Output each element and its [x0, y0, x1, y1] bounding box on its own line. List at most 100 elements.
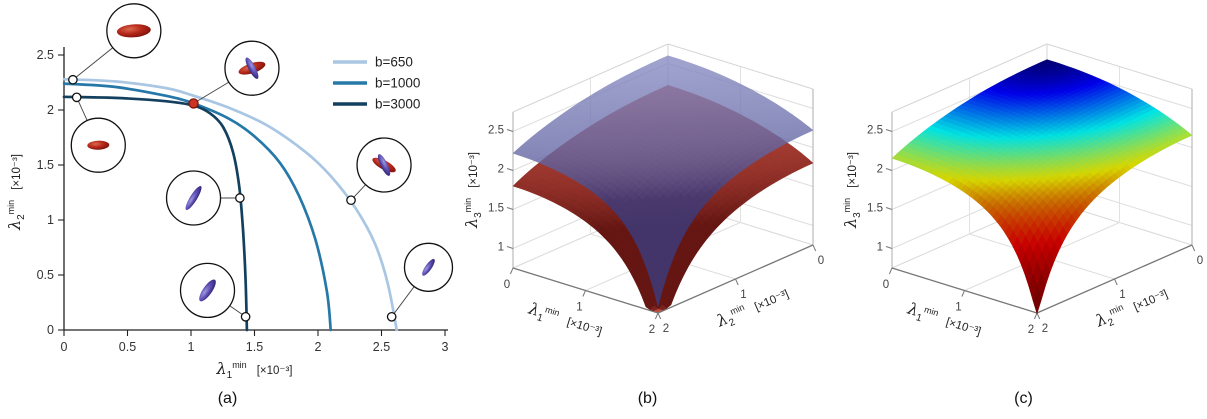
- caption-c: (c): [1014, 390, 1033, 407]
- x-tick-label: 1: [955, 302, 961, 314]
- x-tick-label: 2.5: [373, 340, 390, 354]
- inset-ellipsoid: [70, 117, 126, 173]
- x-tick-label: 0.5: [119, 340, 136, 354]
- x-tick: [1033, 312, 1038, 320]
- surface-jet-surface: [891, 59, 1193, 315]
- y-tick-label: 1: [740, 289, 746, 301]
- z-tick: [885, 207, 893, 210]
- z-tick: [506, 246, 514, 249]
- y-tick-label: 0: [1197, 255, 1203, 267]
- y-tick-label: 2: [663, 323, 669, 335]
- z-tick: [885, 246, 893, 249]
- curve-b=650: [62, 77, 399, 332]
- curve-marker: [386, 311, 397, 322]
- panel-b: 1 1.5 2 2.5 0 1 2 2 1 0 λ1min[×10⁻³] λ2min [×10⁻³] λ3…: [455, 0, 840, 419]
- x-tick-label: 0: [883, 279, 889, 291]
- z-axis-label: λ3min[×10⁻³]: [462, 152, 484, 229]
- y-tick-label: 0: [818, 255, 824, 267]
- grid-line: [512, 43, 669, 113]
- z-axis-label: λ3min[×10⁻³]: [841, 152, 863, 229]
- y-tick-label: 1: [1119, 289, 1125, 301]
- y-tick: [812, 244, 817, 252]
- curve-b=1000: [62, 82, 333, 332]
- x-tick-label: 0: [504, 279, 510, 291]
- ellipsoid-glyph-purple: [422, 258, 435, 276]
- x-axis-label: λ1min[×10⁻³]: [215, 359, 292, 381]
- inset-ellipsoid: [165, 170, 222, 226]
- x-tick-label: 1: [188, 340, 195, 354]
- y-tick: [1191, 244, 1196, 252]
- x-tick-label: 2: [649, 324, 655, 336]
- z-tick-label: 2.5: [488, 125, 504, 137]
- x-tick-label: 1.5: [246, 340, 263, 354]
- legend: b=650 b=1000 b=3000: [333, 55, 420, 112]
- legend-label: b=1000: [375, 76, 420, 91]
- surface-upper-blue: [512, 55, 814, 308]
- axes: 0 0.5 1 1.5 2 2.5 3 0 0.5 1 1.5 2 2.5: [37, 47, 449, 354]
- z-tick-label: 1: [498, 242, 504, 254]
- x-tick-label: 1: [576, 302, 582, 314]
- y-tick-label: 2: [47, 103, 54, 117]
- grid-line: [1046, 43, 1193, 90]
- ellipsoid-glyph-red: [116, 24, 151, 38]
- x-axis-label: λ1min[×10⁻³]: [904, 298, 984, 342]
- x-tick: [961, 290, 965, 297]
- curve-marker: [71, 92, 82, 103]
- z-tick-label: 1.5: [488, 203, 504, 215]
- x-axis-label: λ1min[×10⁻³]: [525, 298, 605, 342]
- ellipsoid-glyph-purple: [185, 185, 202, 211]
- highlight-point: [188, 98, 199, 109]
- ellipsoid-glyph-red: [87, 140, 110, 150]
- x-tick: [509, 267, 514, 275]
- x-tick-label: 2: [1028, 324, 1034, 336]
- z-tick-label: 2: [877, 164, 883, 176]
- ellipsoid-glyph-purple: [377, 154, 391, 176]
- z-tick: [885, 129, 893, 132]
- legend-label: b=3000: [375, 97, 420, 112]
- y-tick: [735, 278, 739, 286]
- grid-line: [667, 43, 814, 90]
- y-axis-label: λ2min[×10⁻³]: [1092, 283, 1171, 334]
- curve-marker: [346, 195, 356, 206]
- y-tick-label: 1.5: [37, 158, 54, 172]
- inset-ellipsoid: [403, 242, 454, 292]
- inset-ellipsoid: [106, 3, 162, 59]
- y-tick-label: 2: [1042, 323, 1048, 335]
- ellipsoid-insets: [70, 3, 454, 319]
- y-tick: [1114, 278, 1118, 286]
- x-tick-label: 2: [315, 340, 322, 354]
- inset-ellipsoid: [356, 137, 412, 193]
- grid-line: [891, 43, 1048, 113]
- ellipsoid-glyph-purple: [245, 57, 259, 79]
- x-tick-label: 3: [442, 340, 449, 354]
- inset-ellipsoid: [224, 40, 280, 96]
- y-tick-label: 0.5: [37, 268, 54, 282]
- y-tick-label: 2.5: [37, 48, 54, 62]
- curve-b=3000: [62, 95, 249, 332]
- y-axis-label: λ2min[×10⁻³]: [5, 154, 27, 231]
- panel-c: 1 1.5 2 2.5 0 1 2 2 1 0 λ1min[×10⁻³] λ2min [×10⁻³] λ3…: [840, 0, 1207, 419]
- y-tick-label: 0: [47, 323, 54, 337]
- caption-b: (b): [637, 390, 658, 407]
- y-tick: [657, 312, 662, 320]
- y-tick: [1036, 312, 1041, 320]
- z-tick-label: 2: [498, 164, 504, 176]
- z-tick-label: 1: [877, 242, 883, 254]
- z-tick: [506, 129, 514, 132]
- y-tick-label: 1: [47, 213, 54, 227]
- y-axis-label: λ2min[×10⁻³]: [713, 283, 792, 334]
- inset-ellipsoid: [179, 262, 236, 319]
- x-tick: [582, 290, 586, 297]
- x-tick: [654, 312, 659, 320]
- z-tick: [885, 168, 893, 171]
- z-tick-label: 2.5: [867, 125, 883, 137]
- x-tick-label: 0: [61, 340, 68, 354]
- legend-label: b=650: [375, 55, 413, 70]
- lambda-curves-plot: 0 0.5 1 1.5 2 2.5 3 0 0.5 1 1.5 2 2.5 λ1min [×10⁻³] λ2m…: [5, 3, 454, 381]
- ellipsoid-glyph-purple: [199, 279, 216, 302]
